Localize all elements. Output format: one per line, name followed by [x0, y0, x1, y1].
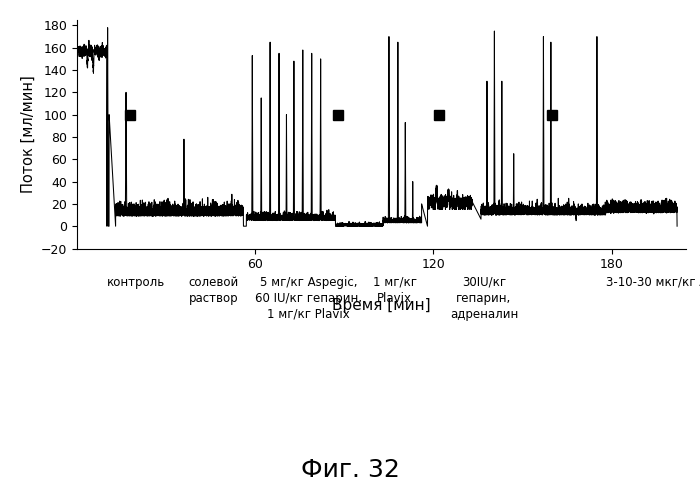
Text: 1 мг/кг
Plavix: 1 мг/кг Plavix: [373, 276, 417, 305]
Text: контроль: контроль: [107, 276, 165, 289]
Y-axis label: Поток [мл/мин]: Поток [мл/мин]: [20, 76, 35, 193]
Text: Время [мин]: Время [мин]: [332, 298, 430, 313]
Text: 5 мг/кг Aspegic,
60 IU/кг гепарин,
1 мг/кг Plavix: 5 мг/кг Aspegic, 60 IU/кг гепарин, 1 мг/…: [256, 276, 362, 321]
Text: 30IU/кг
гепарин,
адреналин: 30IU/кг гепарин, адреналин: [450, 276, 518, 321]
Text: солевой
раствор: солевой раствор: [188, 276, 239, 305]
Text: 3-10-30 мкг/кг ALX-0081: 3-10-30 мкг/кг ALX-0081: [606, 276, 700, 289]
Text: Фиг. 32: Фиг. 32: [300, 458, 400, 482]
